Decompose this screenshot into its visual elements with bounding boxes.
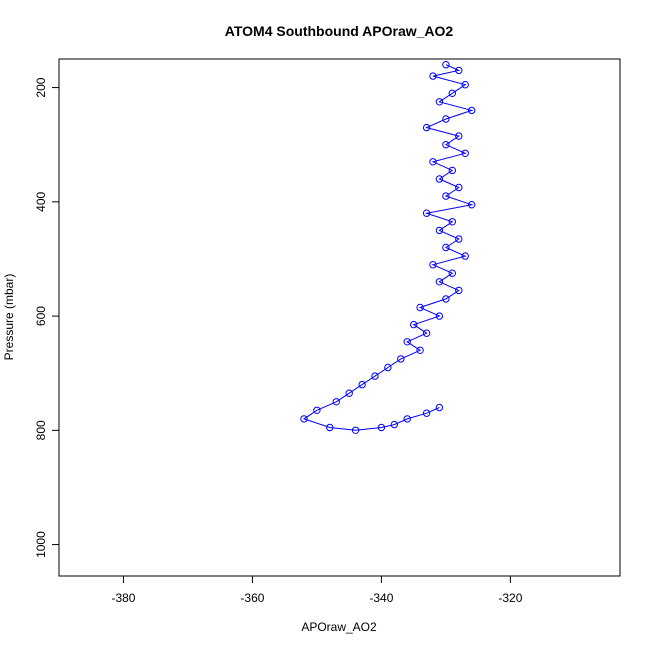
data-point <box>435 175 444 183</box>
data-point <box>448 218 456 226</box>
x-tick-label: -360 <box>240 591 264 605</box>
data-point <box>358 380 366 389</box>
data-point <box>351 426 360 434</box>
data-point <box>461 81 469 89</box>
data-point <box>313 406 321 414</box>
chart-title: ATOM4 Southbound APOraw_AO2 <box>225 23 454 39</box>
data-point <box>435 278 444 286</box>
data-point <box>448 166 456 175</box>
data-point <box>442 192 450 200</box>
data-point <box>422 409 431 417</box>
data-point <box>397 355 405 363</box>
y-tick-label: 600 <box>34 306 48 326</box>
y-tick-label: 400 <box>34 191 48 211</box>
data-point <box>455 132 463 140</box>
data-point <box>429 158 437 166</box>
y-axis-label: Pressure (mbar) <box>2 274 16 361</box>
data-point <box>422 123 431 132</box>
data-point <box>300 415 308 423</box>
data-point <box>435 312 444 320</box>
data-point <box>448 269 456 277</box>
series-line <box>302 64 474 431</box>
x-tick-label: -320 <box>498 591 522 605</box>
data-point <box>416 346 424 354</box>
data-point <box>448 89 456 98</box>
data-point <box>429 261 437 269</box>
data-point <box>384 363 392 372</box>
data-point <box>377 423 386 432</box>
data-point <box>422 329 431 337</box>
data-point <box>345 389 353 397</box>
data-point <box>416 303 424 312</box>
y-tick-label: 1000 <box>34 531 48 558</box>
data-point <box>410 320 418 329</box>
data-point <box>442 243 450 252</box>
data-point <box>442 60 450 69</box>
plot-area <box>300 60 476 434</box>
data-point <box>455 183 463 192</box>
data-point <box>442 141 450 149</box>
data-point <box>455 235 463 243</box>
data-point <box>332 398 340 406</box>
data-point <box>455 66 463 75</box>
data-point <box>461 252 469 260</box>
data-point <box>461 149 469 158</box>
data-point <box>403 338 411 346</box>
x-axis-label: APOraw_AO2 <box>301 620 377 634</box>
data-point <box>435 98 444 106</box>
x-axis: -380 -360 -340 -320 <box>111 575 523 605</box>
data-point <box>468 106 476 115</box>
data-point <box>422 209 431 217</box>
y-tick-label: 800 <box>34 420 48 440</box>
data-point <box>435 403 444 412</box>
data-point <box>468 201 476 209</box>
y-tick-label: 200 <box>34 77 48 97</box>
x-tick-label: -340 <box>369 591 393 605</box>
x-tick-label: -380 <box>111 591 135 605</box>
data-point <box>442 115 450 123</box>
y-axis: 200 400 600 800 1000 <box>34 77 60 558</box>
plot-frame <box>58 58 621 577</box>
data-point <box>403 415 411 423</box>
data-point <box>390 420 398 429</box>
data-point <box>326 423 334 432</box>
data-point <box>371 372 379 380</box>
data-point <box>429 72 437 80</box>
data-point <box>455 286 463 295</box>
data-point <box>442 295 450 303</box>
data-point <box>435 226 444 235</box>
